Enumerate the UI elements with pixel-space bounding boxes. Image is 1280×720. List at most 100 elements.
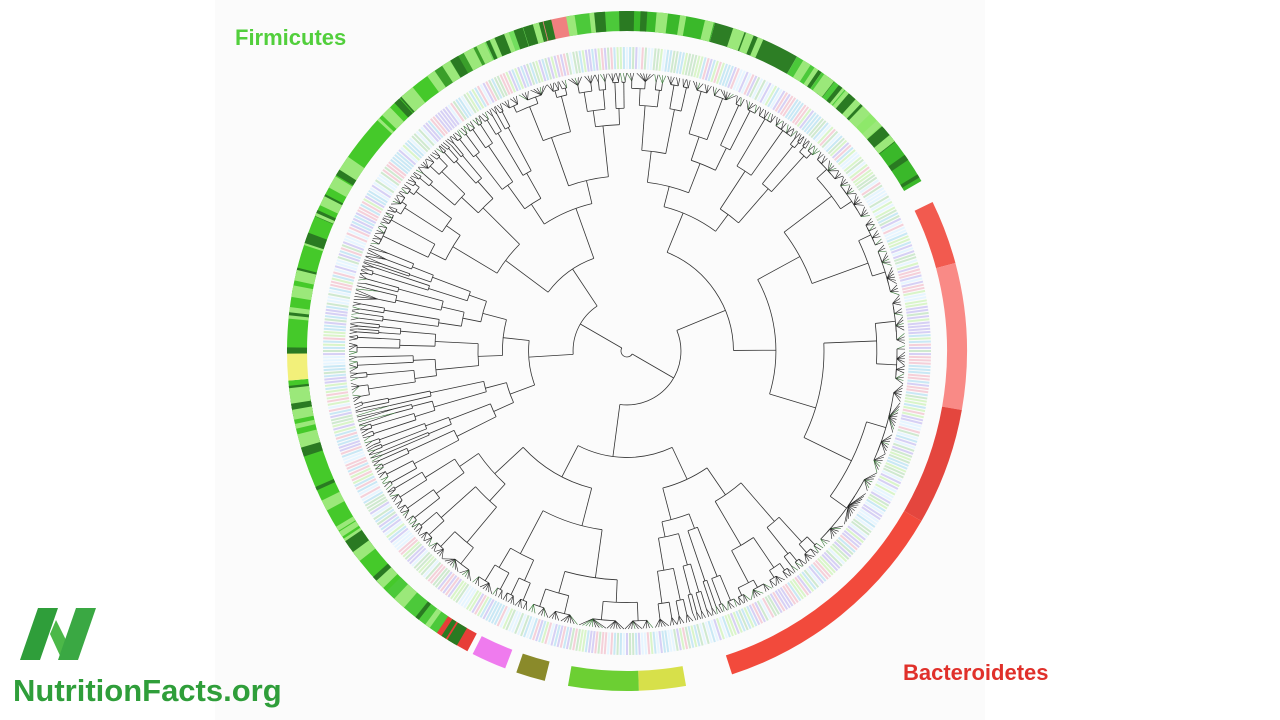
ring-tick [837,536,856,553]
ring-tick [710,619,719,642]
ring-tick [782,585,797,605]
branch-arc [666,252,734,351]
leaf-branch [894,313,903,316]
leaf-branch [546,84,554,92]
ring-tick [323,373,347,378]
ring-tick [894,437,917,446]
leaf-branch [733,598,737,607]
ring-tick [565,52,573,75]
leaf-branch [489,109,494,117]
ring-tick [520,65,530,88]
leaf-branch [890,287,898,293]
ring-stripe [297,429,320,444]
leaf-branch [440,144,448,150]
ring-tick [693,624,701,647]
leaf-branch [433,542,438,552]
ring-tick [400,146,419,164]
leaf-branch [364,440,373,444]
leaf-branch [358,412,396,426]
ring-tick [368,498,388,513]
leaf-branch [512,97,518,105]
ring-tick [326,391,349,397]
ring-stripe [328,179,351,198]
ring-tick [767,87,780,108]
ring-tick [437,571,453,590]
branch-arc [427,432,430,436]
ring-tick [658,48,663,71]
leaf-branch [807,145,815,151]
ring-tick [572,51,579,74]
ring-tick [325,388,348,394]
leaf-branch [896,355,906,360]
ring-tick [664,630,670,653]
branch-arc [477,343,480,366]
ring-tick [789,102,804,122]
ring-tick [547,57,555,79]
ring-tick [696,56,704,79]
branch [478,355,503,357]
ring-tick [386,163,405,179]
ring-tick [649,47,654,71]
ring-stripe [291,288,313,299]
leaf-branch [552,82,554,92]
branch [671,447,688,480]
branch [472,129,486,149]
ring-tick [447,104,463,124]
leaf-branch [726,95,737,101]
branch [386,259,412,270]
leaf-branch [893,392,901,402]
ring-tick [323,358,346,362]
branch [357,336,400,340]
ring-tick [902,286,925,294]
branch [830,495,847,509]
leaf-branch [409,176,417,183]
leaf-branch [632,620,643,629]
ring-stripe [352,540,376,561]
ring-tick [896,262,919,271]
leaf-branch [804,554,807,564]
leaf-branch [807,143,813,151]
branch-arc [547,257,594,293]
branch [766,527,789,554]
ring-tick [738,71,749,93]
leaf-branch [569,614,572,624]
ring-tick [402,144,421,161]
leaf-branch [393,494,399,503]
leaf-branch [367,446,375,452]
branch-arc [735,103,741,107]
branch [592,110,596,127]
ring-tick [584,630,590,653]
branch [690,563,700,593]
branch [501,111,511,127]
leaf-branch [893,387,903,393]
ring-tick [724,614,734,637]
leaf-branch [569,614,575,625]
ring-tick [756,81,769,102]
ring-tick [366,496,387,510]
ring-tick [652,48,657,71]
branch [381,428,427,447]
ring-tick [358,206,379,219]
ring-tick [903,405,926,413]
branch [451,145,462,158]
ring-tick [791,578,807,598]
leaf-branch [372,459,381,463]
branch [753,579,758,588]
leaf-branch [439,548,444,557]
leaf-branch [786,124,789,134]
ring-tick [442,108,458,127]
ring-tick [327,399,350,406]
ring-tick [392,529,411,546]
ring-stripe [888,154,909,172]
leaf-branch [873,460,878,473]
branch [435,341,479,345]
leaf-branch [670,617,672,626]
leaf-branch [677,78,681,86]
branch-arc [731,537,754,551]
branch [382,432,429,452]
leaf-branch [378,225,387,228]
ring-stripe [442,60,461,83]
leaf-branch [396,500,403,508]
ring-tick [526,63,536,86]
ring-tick [908,364,931,368]
